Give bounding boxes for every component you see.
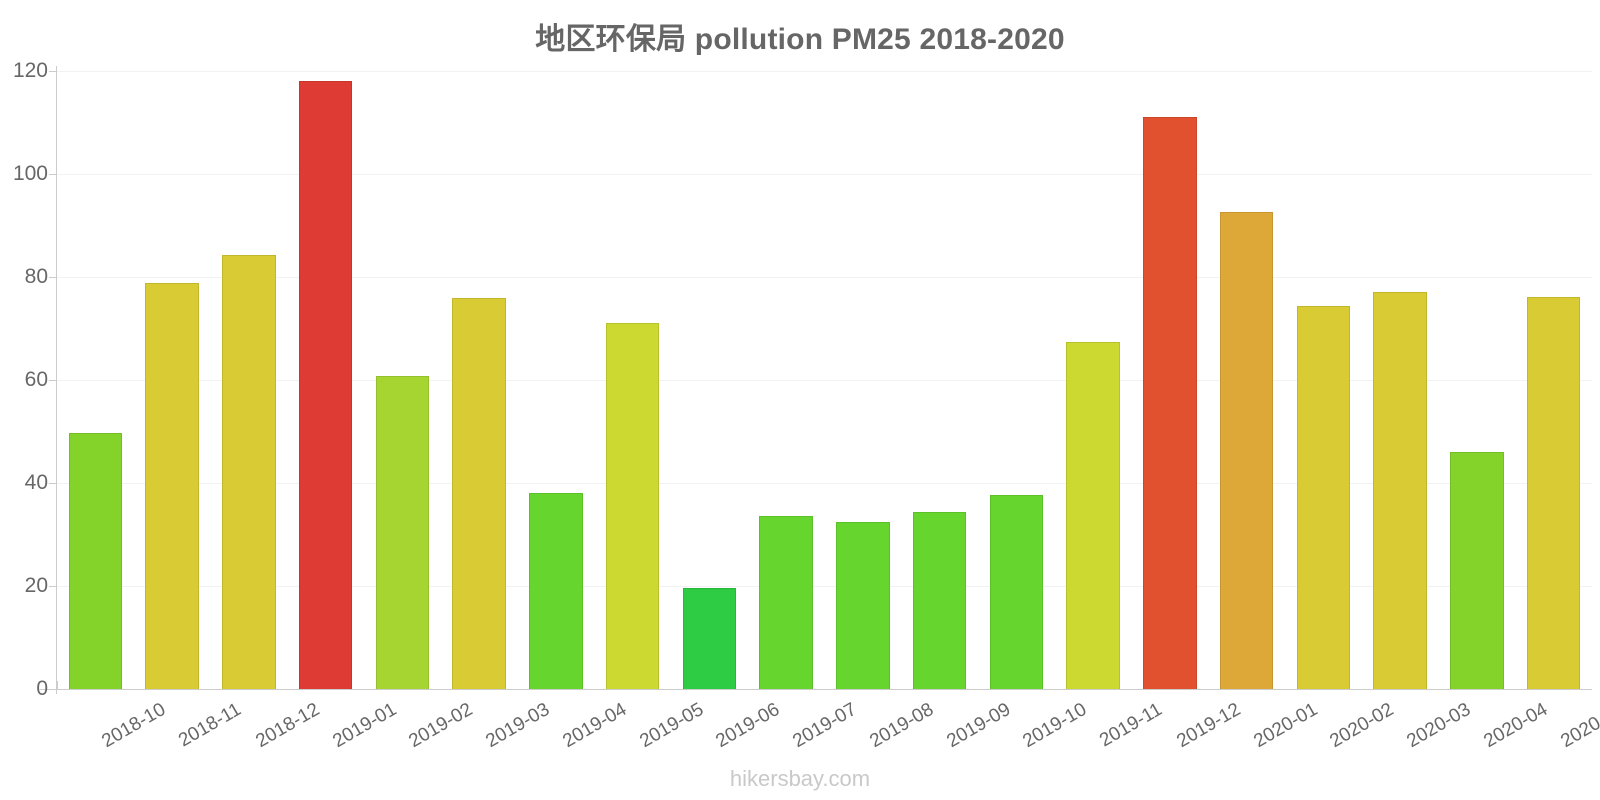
- bar-2018-10[interactable]: [68, 432, 123, 689]
- bar-2019-01[interactable]: [298, 81, 353, 689]
- x-tick-label: 2019-12: [1173, 699, 1245, 753]
- y-tick-label: 120: [12, 59, 48, 82]
- x-tick-label: 2019-05: [635, 699, 707, 753]
- x-tick-label: 2018-12: [252, 699, 324, 753]
- plot-area: [57, 71, 1592, 689]
- x-tick-label: 2018-11: [175, 699, 245, 752]
- bar-2019-11[interactable]: [1066, 341, 1120, 689]
- y-tick-mark: [49, 277, 57, 278]
- chart-title: 地区环保局 pollution PM25 2018-2020: [535, 23, 1065, 56]
- x-tick-label: 2018-10: [98, 699, 170, 753]
- bar-2019-02[interactable]: [375, 375, 430, 689]
- bar-2019-10[interactable]: [989, 495, 1044, 689]
- gridline: [57, 277, 1592, 278]
- y-tick-mark: [49, 380, 57, 381]
- x-tick-label: 2020-05: [1556, 699, 1600, 753]
- y-tick-label: 100: [12, 162, 48, 185]
- y-tick-label: 80: [24, 265, 48, 288]
- bar-2018-11[interactable]: [145, 282, 199, 689]
- x-tick-label: 2020-01: [1249, 699, 1321, 753]
- bar-2020-05[interactable]: [1526, 297, 1581, 689]
- x-tick-label: 2019-09: [942, 699, 1014, 753]
- x-axis-line: [40, 689, 1592, 690]
- bar-2019-04[interactable]: [529, 492, 583, 689]
- y-tick-mark: [49, 174, 57, 175]
- bar-2019-07[interactable]: [759, 516, 813, 689]
- x-tick-label: 2019-11: [1096, 699, 1166, 752]
- bar-2020-03[interactable]: [1373, 291, 1427, 689]
- y-tick-label: 60: [24, 368, 48, 391]
- x-tick-label: 2019-04: [559, 699, 631, 753]
- y-tick-label: 0: [36, 677, 48, 700]
- gridline: [57, 174, 1592, 175]
- x-tick-label: 2019-07: [789, 699, 861, 753]
- y-tick-label: 40: [24, 471, 48, 494]
- x-tick-label: 2019-08: [866, 699, 938, 753]
- y-tick-label: 20: [24, 574, 48, 597]
- x-tick-label: 2020-04: [1480, 699, 1552, 753]
- bar-2019-12[interactable]: [1143, 117, 1197, 689]
- x-tick-label: 2019-06: [712, 699, 784, 753]
- x-axis-labels: 2018-10 2018-11 2018-12 2019-01 2019-02 2019-…: [57, 681, 1600, 799]
- bar-2018-12[interactable]: [222, 254, 276, 689]
- footer-credit: hikersbay.com: [729, 766, 871, 791]
- bar-2020-02[interactable]: [1296, 305, 1351, 689]
- x-tick-mark: [57, 681, 58, 689]
- x-tick-label: 2019-10: [1019, 699, 1091, 753]
- x-tick-label: 2020-02: [1326, 699, 1398, 753]
- gridline: [57, 380, 1592, 381]
- y-tick-mark: [49, 689, 57, 690]
- bar-2020-01[interactable]: [1219, 212, 1274, 689]
- bar-2019-05[interactable]: [605, 322, 660, 689]
- y-tick-mark: [49, 71, 57, 72]
- y-tick-mark: [49, 483, 57, 484]
- bar-2019-06[interactable]: [682, 588, 737, 689]
- gridline: [57, 483, 1592, 484]
- bar-2020-04[interactable]: [1450, 451, 1504, 689]
- y-tick-mark: [49, 586, 57, 587]
- x-tick-label: 2019-01: [328, 699, 400, 753]
- bar-2019-03[interactable]: [452, 298, 506, 689]
- bar-2019-09[interactable]: [912, 511, 967, 689]
- bar-2019-08[interactable]: [836, 521, 890, 689]
- gridline: [57, 586, 1592, 587]
- x-tick-label: 2019-02: [405, 699, 477, 753]
- x-tick-label: 2020-03: [1403, 699, 1475, 753]
- gridline: [57, 71, 1592, 72]
- x-tick-label: 2019-03: [482, 699, 554, 753]
